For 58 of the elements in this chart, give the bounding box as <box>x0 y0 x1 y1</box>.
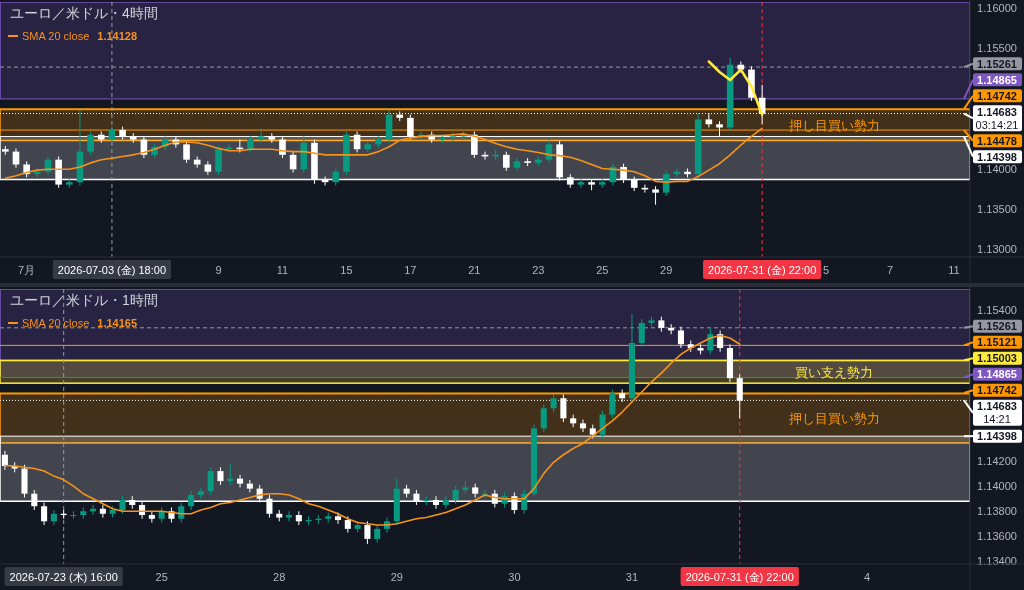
y-tick-label: 1.14200 <box>977 455 1017 468</box>
band-label: 押し目買い勢力 <box>788 118 880 133</box>
x-tick-label: 29 <box>660 264 673 276</box>
text: 03:14:21 <box>975 118 1019 131</box>
x-tick-label: 28 <box>273 571 286 583</box>
ref-line-label: 1.15261 <box>977 320 1017 333</box>
annotation: 1.14165 <box>97 317 138 329</box>
ref-line-label: 1.14683 <box>977 105 1017 118</box>
text: 14:21 <box>983 413 1011 426</box>
x-tick-label: 5 <box>823 264 830 276</box>
x-tick-label: 23 <box>532 264 545 276</box>
x-tick-label: 2026-07-03 (金) 18:00 <box>57 264 167 276</box>
chart-title: ユーロ／米ドル・4時間 <box>10 5 158 21</box>
legend-label: SMA 20 close <box>22 30 90 42</box>
ref-line-label: 1.14683 <box>977 400 1017 413</box>
y-tick-label: 1.13000 <box>977 242 1017 255</box>
x-tick-label: 17 <box>404 264 417 276</box>
y-tick-label: 1.13500 <box>977 202 1017 215</box>
ref-line-label: 1.14398 <box>977 429 1017 442</box>
ref-line-label: 1.14865 <box>977 368 1017 381</box>
y-tick-label: 1.15500 <box>977 41 1017 54</box>
line-series <box>707 60 764 116</box>
band-label: 買い支え勢力 <box>795 364 874 380</box>
annotation: 1.14128 <box>97 30 138 42</box>
x-tick-label: 2026-07-31 (金) 22:00 <box>708 264 817 276</box>
y-tick-label: 1.13400 <box>977 555 1017 568</box>
legend-label: SMA 20 close <box>22 317 90 329</box>
ref-line-label: 1.14398 <box>977 150 1017 163</box>
y-tick-label: 1.16000 <box>977 1 1017 14</box>
x-tick-label: 2026-07-31 (金) 22:00 <box>685 571 794 583</box>
x-tick-label: 31 <box>625 571 639 583</box>
chart-title: ユーロ／米ドル・1時間 <box>10 292 158 308</box>
y-tick-label: 1.14000 <box>977 162 1017 175</box>
ref-line-label: 1.15121 <box>977 336 1017 349</box>
x-tick-label: 4 <box>864 571 871 583</box>
x-tick-label: 30 <box>508 571 521 583</box>
x-tick-label: 29 <box>390 571 403 583</box>
ref-line-label: 1.15003 <box>977 352 1017 365</box>
x-tick-label: 25 <box>596 264 609 276</box>
ref-line-label: 1.14742 <box>977 384 1017 397</box>
x-tick-label: 9 <box>215 264 222 276</box>
y-tick-label: 1.14000 <box>977 480 1017 493</box>
x-tick-label: 11 <box>948 264 960 276</box>
y-tick-label: 1.13600 <box>977 530 1017 543</box>
x-tick-label: 11 <box>276 264 289 276</box>
x-tick-label: 25 <box>155 571 168 583</box>
legend-label: 1.14478 <box>977 134 1017 147</box>
x-tick-label: 2026-07-23 (木) 16:00 <box>9 571 118 583</box>
x-tick-label: 21 <box>468 264 481 276</box>
ref-line-label: 1.14865 <box>977 73 1017 86</box>
band-label: 押し目買い勢力 <box>788 411 880 427</box>
x-tick-label: 7 <box>886 264 894 276</box>
x-tick-label: 15 <box>340 264 353 276</box>
y-tick-label: 1.15400 <box>977 304 1017 317</box>
ref-line-label: 1.15261 <box>977 57 1017 70</box>
y-tick-label: 1.13800 <box>977 505 1017 518</box>
legend-label: 1.14742 <box>977 89 1017 102</box>
x-tick-label: 7月 <box>18 264 36 276</box>
